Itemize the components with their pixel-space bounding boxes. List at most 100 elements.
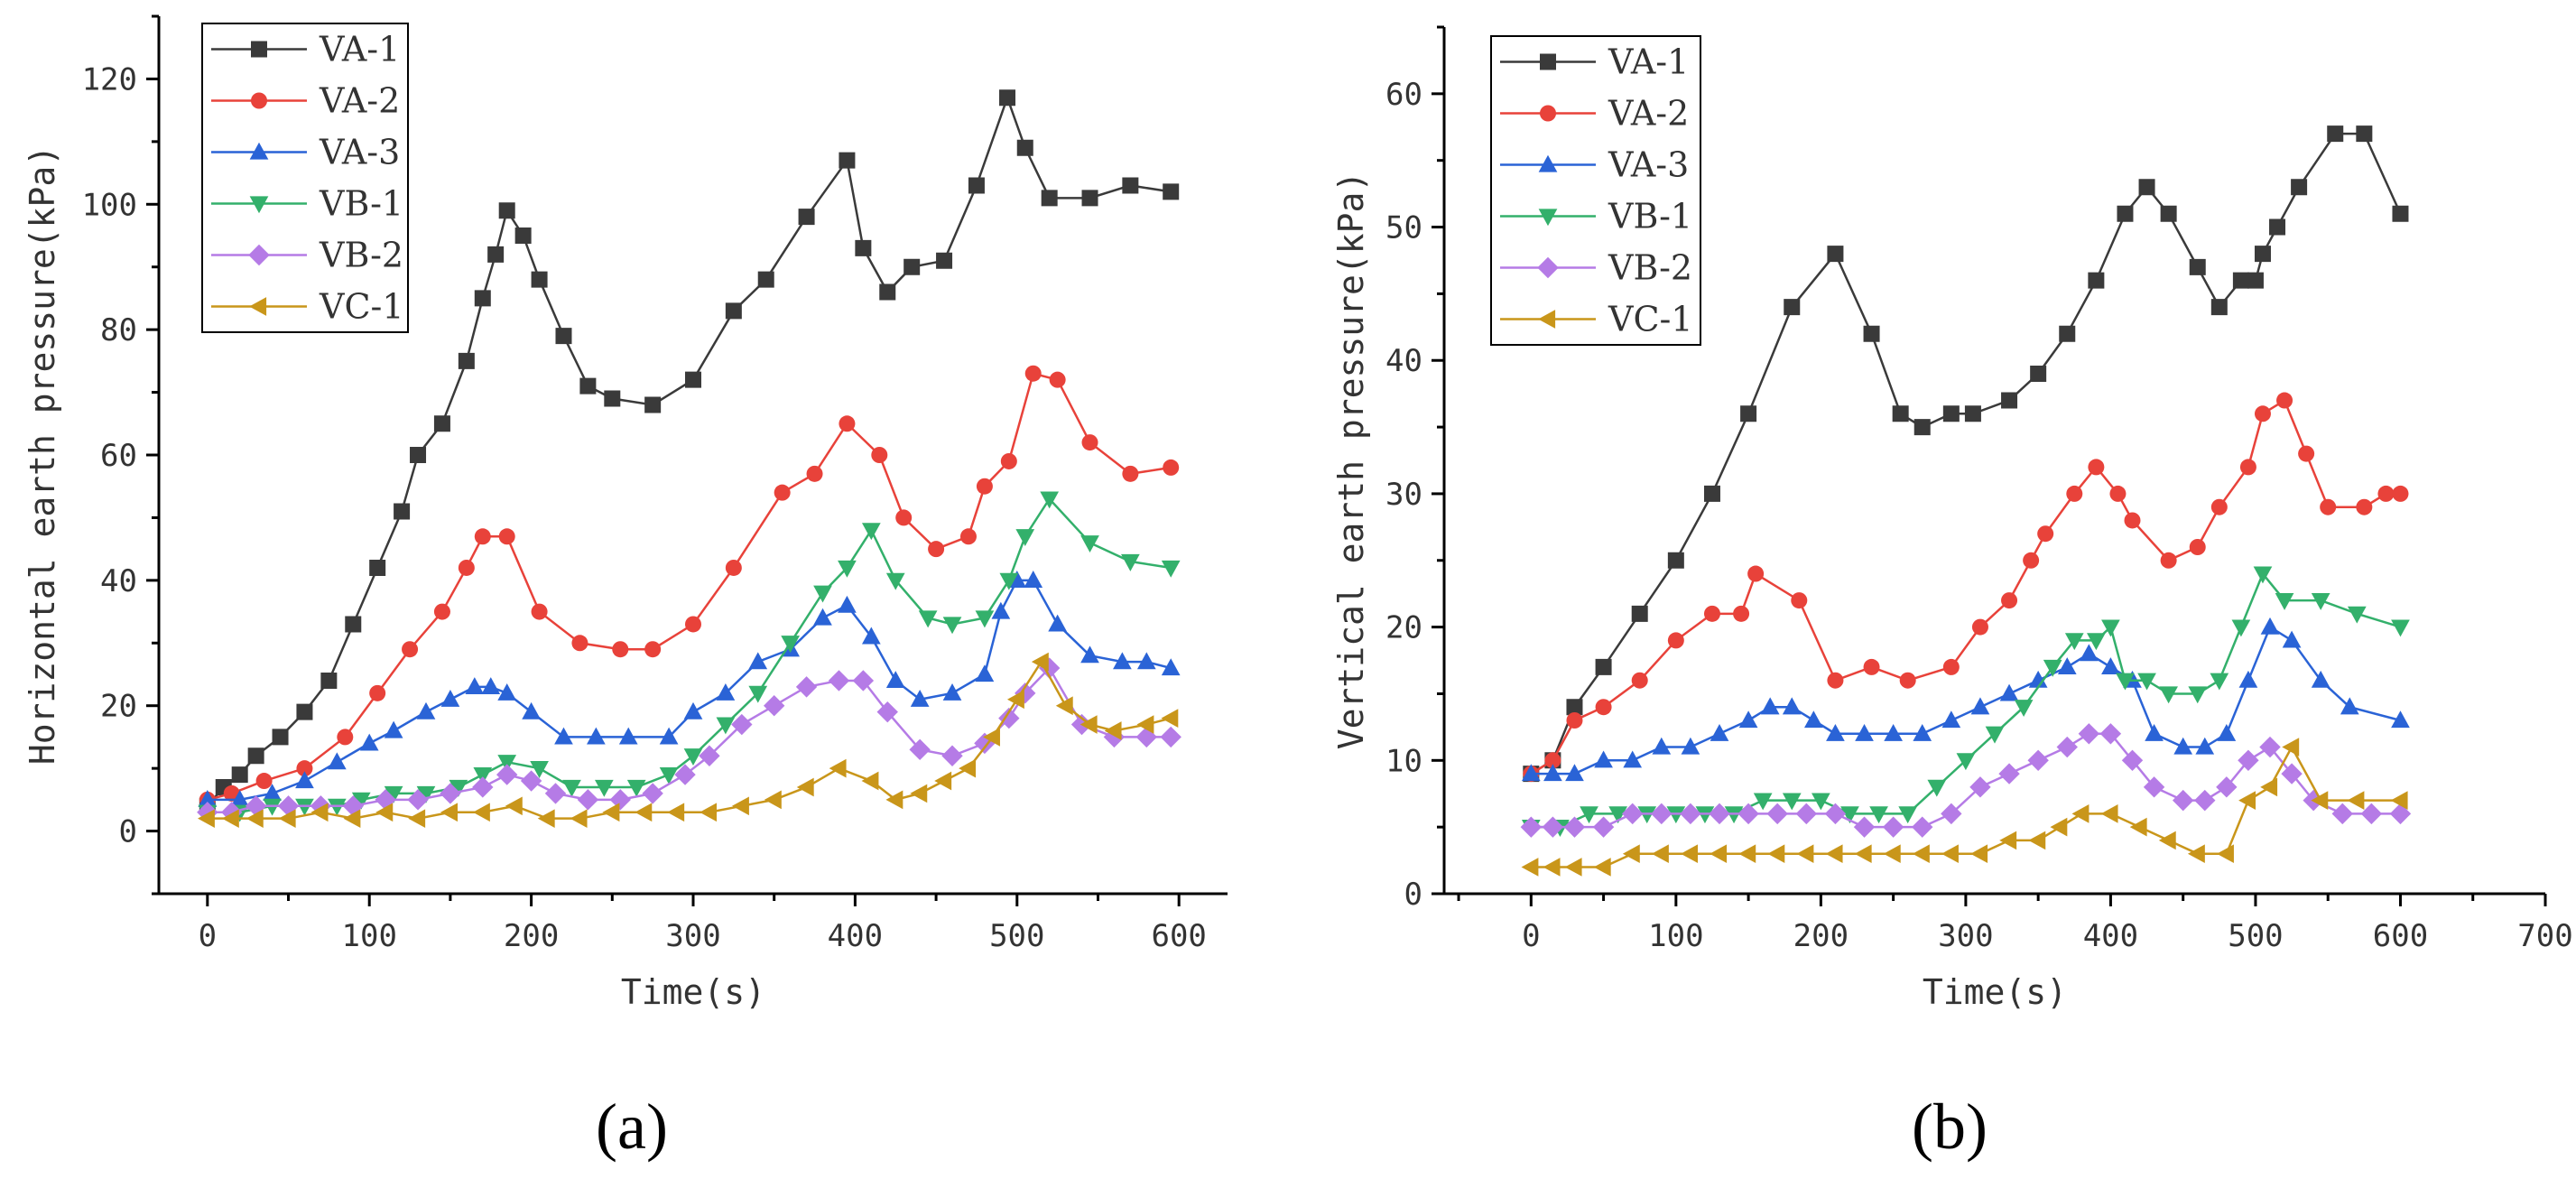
data-point [2066, 485, 2083, 502]
data-point [2247, 272, 2264, 289]
data-point [895, 509, 913, 526]
data-point [1999, 831, 2017, 850]
data-point [983, 728, 1000, 747]
data-point [522, 701, 541, 719]
data-point [2121, 749, 2144, 772]
data-point [1595, 699, 1612, 716]
data-point [1566, 699, 1583, 716]
data-point [408, 809, 426, 829]
data-point [1520, 816, 1543, 838]
data-point [942, 617, 962, 635]
x-tick-label: 600 [2373, 918, 2428, 954]
data-point [1825, 844, 1843, 864]
data-point [1563, 816, 1586, 838]
data-point [604, 390, 621, 407]
data-point [2087, 633, 2106, 651]
y-tick-label: 0 [1404, 877, 1422, 913]
data-point [2392, 485, 2409, 502]
data-point [1740, 405, 1757, 422]
data-point [2079, 644, 2099, 662]
data-point [1135, 726, 1158, 748]
data-point [612, 641, 629, 658]
data-point [806, 465, 823, 482]
data-point [384, 785, 403, 803]
data-point [394, 503, 411, 520]
data-point [1898, 806, 1918, 824]
data-point [587, 727, 606, 745]
legend-label: VA-2 [319, 81, 400, 121]
x-tick-label: 700 [2517, 918, 2572, 954]
data-point [1543, 764, 1562, 782]
data-point [959, 528, 977, 545]
data-point [861, 771, 879, 791]
data-point [1824, 803, 1847, 825]
data-point [1016, 139, 1033, 156]
data-point [1795, 803, 1818, 825]
data-point [2259, 736, 2281, 758]
data-point [375, 789, 396, 811]
data-point [327, 752, 347, 770]
data-point [1853, 816, 1876, 838]
data-point [975, 664, 995, 682]
data-point [683, 701, 703, 719]
data-point [1884, 723, 1903, 741]
data-point [472, 803, 490, 822]
data-point [2101, 619, 2120, 637]
data-point [2254, 405, 2271, 422]
series-va-2 [199, 365, 1180, 808]
data-point [1681, 844, 1698, 864]
data-point [2189, 258, 2206, 275]
data-point [2027, 749, 2049, 772]
series-va-1 [199, 89, 1180, 814]
data-point [796, 777, 814, 797]
data-point [505, 796, 523, 816]
data-point [974, 732, 996, 755]
data-point [2253, 566, 2273, 584]
data-point [1791, 592, 1808, 609]
data-point [2291, 179, 2308, 196]
data-point [2392, 205, 2409, 222]
data-point [876, 701, 898, 723]
data-point [2360, 803, 2383, 825]
data-point [725, 559, 742, 576]
data-point [520, 770, 542, 792]
data-point [1913, 723, 1932, 741]
data-point [2014, 700, 2034, 718]
data-point [1048, 614, 1067, 632]
data-point [579, 377, 597, 395]
series-vb-1 [198, 491, 1181, 822]
data-point [781, 636, 800, 654]
data-point [496, 764, 518, 785]
y-tick-label: 30 [1385, 477, 1422, 513]
x-axis-title: Time(s) [1923, 972, 2067, 1012]
data-point [1999, 683, 2019, 701]
data-point [855, 239, 872, 256]
data-point [272, 729, 289, 746]
data-point [1015, 682, 1036, 704]
data-point [839, 152, 856, 169]
legend-label: VA-1 [1608, 42, 1689, 82]
data-point [838, 560, 857, 578]
data-point [278, 809, 296, 829]
data-point [975, 610, 995, 628]
data-point [2340, 697, 2359, 715]
data-point [2173, 737, 2193, 755]
series-line [1531, 732, 2401, 829]
data-point [635, 803, 653, 822]
data-point [2159, 686, 2178, 704]
data-point [2238, 791, 2256, 810]
data-point [1941, 844, 1959, 864]
x-axis-title: Time(s) [621, 972, 765, 1012]
data-point [1863, 658, 1880, 675]
data-point [999, 572, 1019, 590]
data-point [1733, 605, 1750, 622]
data-point [2347, 606, 2367, 624]
data-point [928, 541, 945, 558]
legend-label: VA-3 [319, 133, 400, 172]
legend-marker [251, 41, 267, 58]
legend-marker [1540, 53, 1556, 70]
data-point [1623, 750, 1643, 768]
data-point [1681, 737, 1700, 755]
data-point [2327, 125, 2344, 143]
data-point [230, 790, 250, 807]
